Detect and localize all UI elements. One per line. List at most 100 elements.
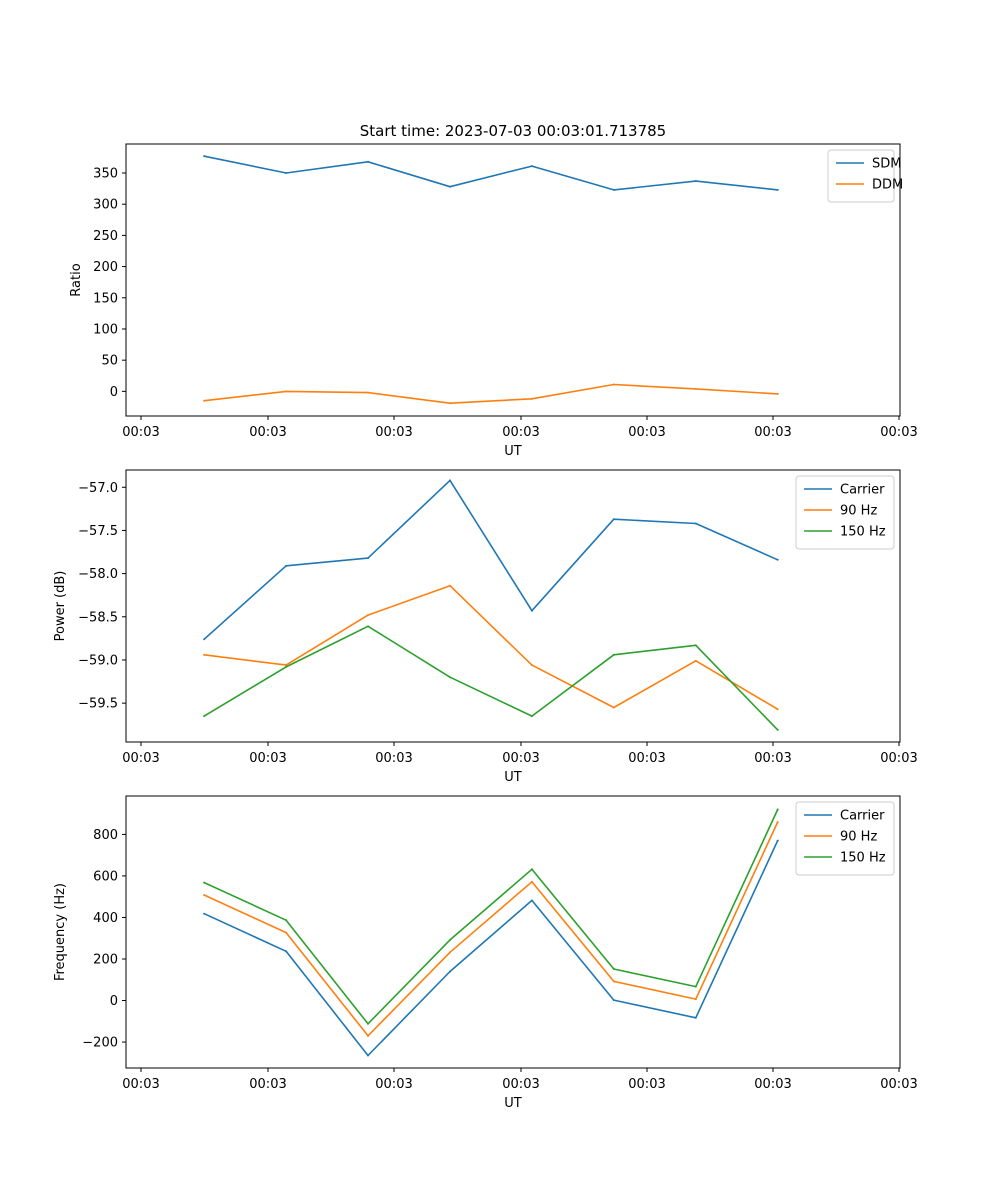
x-tick-label: 00:03 <box>249 1077 286 1092</box>
x-tick-label: 00:03 <box>502 1077 539 1092</box>
data-point-90-hz <box>448 951 451 954</box>
x-tick-label: 00:03 <box>754 1077 791 1092</box>
series-line-150-hz <box>203 625 779 731</box>
data-point-ddm <box>203 399 206 402</box>
data-point-90-hz <box>203 653 206 656</box>
data-point-150-hz <box>203 715 206 718</box>
data-point-150-hz <box>367 1022 370 1025</box>
y-tick-label: −200 <box>82 1036 118 1051</box>
data-point-carrier <box>530 899 533 902</box>
data-point-carrier <box>612 518 615 521</box>
legend-label: SDM <box>872 157 901 172</box>
data-point-90-hz <box>776 820 779 823</box>
y-axis-label: Power (dB) <box>53 571 68 642</box>
series-line-carrier <box>203 479 779 640</box>
data-point-carrier <box>448 970 451 973</box>
x-tick-label: 00:03 <box>375 425 412 440</box>
series-line-carrier <box>203 840 779 1057</box>
y-tick-label: 400 <box>93 911 118 926</box>
data-point-carrier <box>776 558 779 561</box>
data-point-150-hz <box>776 808 779 811</box>
y-tick-label: −59.5 <box>78 697 118 712</box>
data-point-sdm <box>203 155 206 158</box>
y-tick-label: 200 <box>93 952 118 967</box>
data-point-carrier <box>285 564 288 567</box>
x-tick-label: 00:03 <box>249 751 286 766</box>
data-point-90-hz <box>694 998 697 1001</box>
x-tick-label: 00:03 <box>754 751 791 766</box>
data-point-carrier <box>367 557 370 560</box>
data-point-90-hz <box>203 894 206 897</box>
y-axis-label: Ratio <box>69 263 84 296</box>
data-point-sdm <box>530 165 533 168</box>
legend-label: 150 Hz <box>840 851 886 866</box>
data-point-150-hz <box>448 938 451 941</box>
legend-label: 150 Hz <box>840 525 886 540</box>
data-point-carrier <box>530 609 533 612</box>
plot-area-frame <box>125 143 901 417</box>
data-point-sdm <box>612 188 615 191</box>
y-tick-label: 250 <box>93 229 118 244</box>
data-point-ddm <box>530 397 533 400</box>
data-point-150-hz <box>694 644 697 647</box>
x-axis-label: UT <box>504 770 522 785</box>
y-tick-label: −57.5 <box>78 524 118 539</box>
data-point-carrier <box>612 999 615 1002</box>
legend-label: DDM <box>872 178 903 193</box>
y-tick-label: −59.0 <box>78 653 118 668</box>
data-point-ddm <box>285 390 288 393</box>
y-tick-label: 600 <box>93 869 118 884</box>
data-point-carrier <box>203 912 206 915</box>
data-point-90-hz <box>285 931 288 934</box>
data-point-sdm <box>285 172 288 175</box>
data-point-150-hz <box>530 868 533 871</box>
data-point-ddm <box>776 392 779 395</box>
x-tick-label: 00:03 <box>880 751 917 766</box>
x-tick-label: 00:03 <box>502 425 539 440</box>
data-point-90-hz <box>612 980 615 983</box>
x-axis-label: UT <box>504 1096 522 1111</box>
data-point-ddm <box>367 391 370 394</box>
series-line-sdm <box>204 155 778 191</box>
y-tick-label: −57.0 <box>78 481 118 496</box>
data-point-90-hz <box>530 664 533 667</box>
x-tick-label: 00:03 <box>375 751 412 766</box>
data-point-90-hz <box>448 584 451 587</box>
legend-label: Carrier <box>840 809 885 824</box>
y-tick-label: −58.5 <box>78 610 118 625</box>
data-point-ddm <box>448 402 451 405</box>
y-tick-label: 0 <box>110 994 118 1009</box>
data-point-150-hz <box>776 728 779 731</box>
data-point-90-hz <box>285 664 288 667</box>
data-point-carrier <box>448 479 451 482</box>
data-point-carrier <box>203 638 206 641</box>
series-line-150-hz <box>203 809 779 1025</box>
data-point-90-hz <box>367 614 370 617</box>
data-point-90-hz <box>694 659 697 662</box>
data-point-sdm <box>367 160 370 163</box>
x-tick-label: 00:03 <box>628 425 665 440</box>
series-line-90-hz <box>204 584 779 710</box>
x-tick-label: 00:03 <box>249 425 286 440</box>
data-point-90-hz <box>776 708 779 711</box>
y-tick-label: 350 <box>93 167 118 182</box>
x-tick-label: 00:03 <box>880 425 917 440</box>
x-tick-label: 00:03 <box>122 751 159 766</box>
x-tick-label: 00:03 <box>754 425 791 440</box>
y-tick-label: −58.0 <box>78 567 118 582</box>
data-point-150-hz <box>448 676 451 679</box>
data-point-carrier <box>776 839 779 842</box>
x-tick-label: 00:03 <box>628 751 665 766</box>
y-tick-label: 200 <box>93 260 118 275</box>
x-tick-label: 00:03 <box>122 1077 159 1092</box>
x-tick-label: 00:03 <box>122 425 159 440</box>
data-point-150-hz <box>285 919 288 922</box>
data-point-150-hz <box>612 967 615 970</box>
data-point-90-hz <box>612 706 615 709</box>
chart-title: Start time: 2023-07-03 00:03:01.713785 <box>360 122 666 140</box>
legend-label: 90 Hz <box>840 504 877 519</box>
data-point-carrier <box>285 950 288 953</box>
data-point-carrier <box>367 1054 370 1057</box>
y-tick-label: 800 <box>93 828 118 843</box>
